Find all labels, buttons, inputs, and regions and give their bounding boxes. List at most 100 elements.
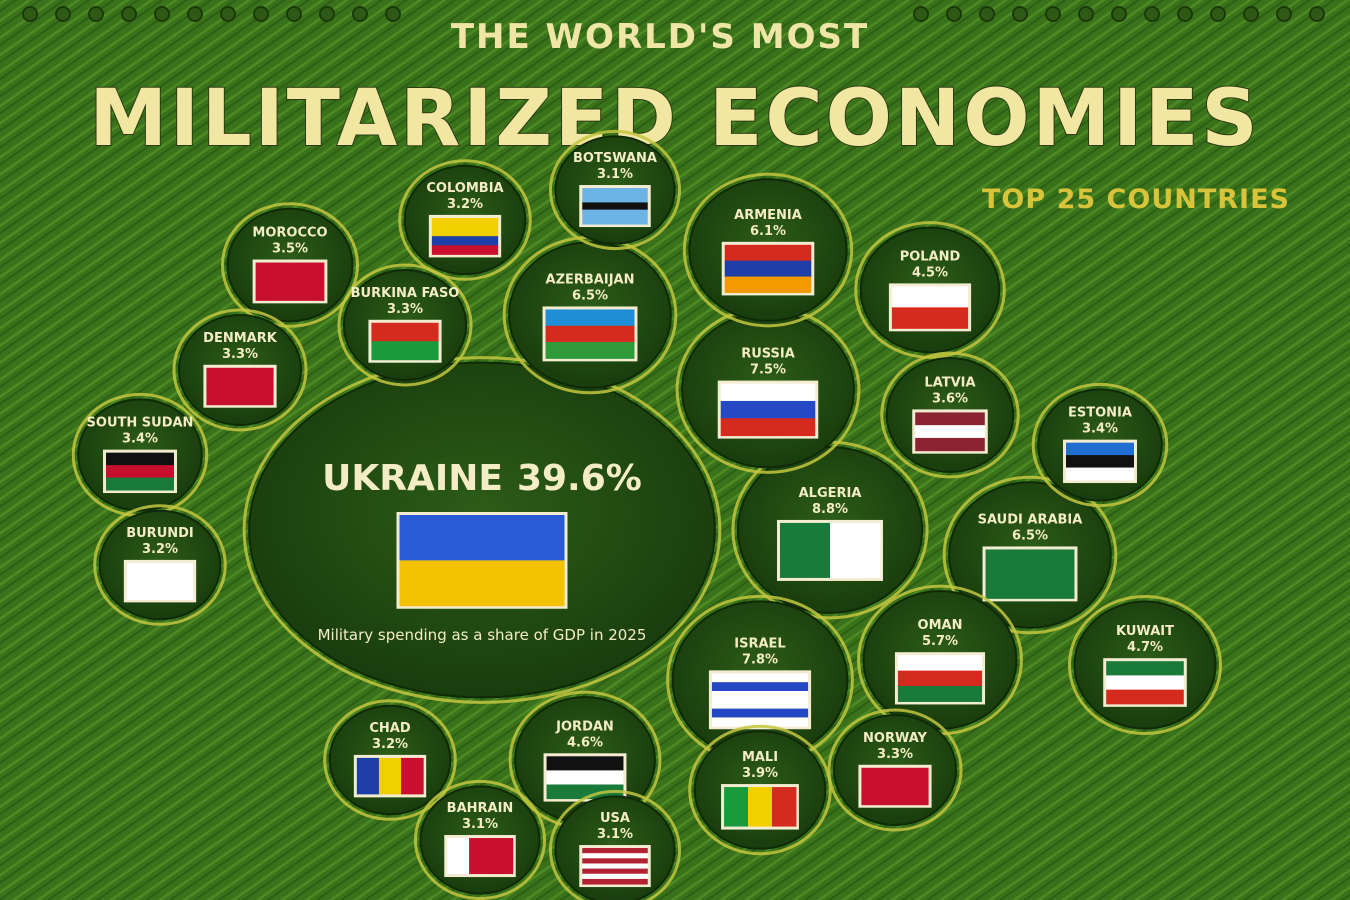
value-label: 3.1%	[597, 827, 633, 842]
country-name: SOUTH SUDAN	[87, 416, 194, 431]
rivet	[946, 6, 962, 22]
rivet	[88, 6, 104, 22]
value-label: 4.7%	[1127, 640, 1163, 655]
flag	[982, 546, 1078, 602]
flag-stripe	[861, 767, 929, 806]
flag-stripe	[545, 325, 635, 343]
flag	[579, 185, 651, 228]
country-name: ALGERIA	[799, 486, 862, 501]
country-name: KUWAIT	[1116, 624, 1174, 639]
country-name: OMAN	[918, 618, 963, 633]
flag-stripe	[582, 188, 648, 196]
flag-stripe	[711, 673, 809, 683]
flag-stripe	[891, 286, 969, 308]
flag-stripe	[1066, 455, 1134, 469]
rivet	[352, 6, 368, 22]
country-name: NORWAY	[863, 731, 928, 746]
value-label: 6.5%	[1012, 528, 1048, 543]
country-name: BURUNDI	[126, 526, 194, 541]
flag-stripe	[985, 549, 1075, 599]
country-name: CHAD	[369, 721, 410, 736]
value-label: 3.6%	[932, 391, 968, 406]
bubble-rim	[337, 263, 473, 387]
flag-stripe	[378, 757, 402, 795]
rivet	[154, 6, 170, 22]
country-name: ARMENIA	[734, 208, 802, 223]
flag-stripe	[545, 342, 635, 359]
flag-stripe	[399, 515, 565, 561]
flag	[368, 319, 442, 363]
flag-stripe	[582, 216, 648, 225]
flag-stripe	[356, 757, 380, 795]
flag-stripe	[915, 412, 985, 426]
flag-stripe	[915, 437, 985, 452]
flag-stripe	[371, 341, 439, 361]
flag-stripe	[582, 868, 648, 875]
flag-stripe	[711, 682, 809, 692]
flag-stripe	[720, 418, 816, 437]
title-line-2: MILITARIZED ECONOMIES	[89, 74, 1260, 164]
flag-stripe	[546, 756, 624, 771]
flag-stripe	[711, 717, 809, 727]
value-label: 3.9%	[742, 766, 778, 781]
rivet	[1210, 6, 1226, 22]
value-label: 4.5%	[912, 265, 948, 280]
value-label: 5.7%	[922, 634, 958, 649]
country-name: BURKINA FASO	[351, 286, 460, 301]
bubble-rim	[548, 789, 682, 900]
flag	[103, 449, 177, 494]
country-name: SAUDI ARABIA	[978, 512, 1083, 527]
flag-stripe	[915, 425, 985, 439]
bubble-rim	[548, 129, 682, 251]
flag-stripe	[1106, 689, 1184, 705]
country-name: JORDAN	[555, 719, 614, 734]
flag-stripe	[1066, 467, 1134, 481]
rivet	[220, 6, 236, 22]
value-label: 3.2%	[142, 542, 178, 557]
bubble-rim	[682, 172, 854, 328]
flag-stripe	[1066, 442, 1134, 456]
country-name: RUSSIA	[741, 347, 795, 362]
bubble-rim	[942, 475, 1118, 635]
flag-stripe	[897, 686, 983, 702]
rivet	[1078, 6, 1094, 22]
rivet	[22, 6, 38, 22]
flag	[1103, 658, 1187, 707]
country-name: DENMARK	[203, 331, 278, 346]
bubble-rim	[880, 351, 1020, 479]
value-label: 3.2%	[447, 197, 483, 212]
flag-stripe	[582, 209, 648, 218]
flag-stripe	[582, 195, 648, 203]
country-name: LATVIA	[924, 375, 975, 390]
bubble-rim	[172, 308, 308, 432]
value-label: 3.3%	[222, 347, 258, 362]
value-label: 3.4%	[122, 432, 158, 447]
flag-stripe	[711, 690, 809, 701]
value-label: 3.1%	[462, 817, 498, 832]
bubble-rim	[827, 708, 963, 832]
country-name: ESTONIA	[1068, 406, 1132, 421]
value-label: 39.6%	[517, 458, 642, 499]
flag-stripe	[724, 260, 812, 278]
flag-stripe	[711, 708, 809, 718]
flag-stripe	[830, 522, 881, 578]
flag	[353, 754, 427, 798]
note: Military spending as a share of GDP in 2…	[318, 626, 647, 644]
flag-stripe	[780, 522, 831, 578]
flag	[777, 519, 883, 581]
rivet	[55, 6, 71, 22]
country-name: USA	[600, 811, 630, 826]
rivet	[1309, 6, 1325, 22]
bubble-rim	[242, 356, 722, 704]
flag-stripe	[1106, 675, 1184, 691]
flag	[428, 214, 502, 258]
flag-stripe	[1106, 661, 1184, 676]
rivets	[22, 6, 1325, 22]
rivet	[979, 6, 995, 22]
flag-stripe	[126, 562, 194, 600]
flag-stripe	[546, 784, 624, 800]
country-name: ISRAEL	[734, 636, 785, 651]
flag-stripe	[582, 873, 648, 880]
bubble-rim	[1067, 595, 1223, 735]
